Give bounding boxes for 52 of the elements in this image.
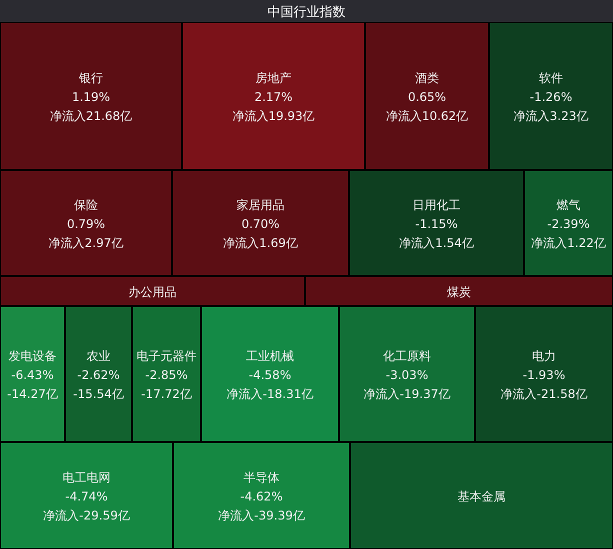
data-label: 净流入10.62亿 (386, 109, 468, 123)
category-label: 软件 (539, 71, 563, 85)
category-label: 房地产 (256, 71, 292, 85)
data-label: -15.54亿 (73, 387, 124, 401)
data-label: 净流入-18.31亿 (226, 387, 314, 401)
category-label: 化工原料 (383, 349, 431, 363)
data-label: -1.93% (522, 368, 566, 382)
data-label: -2.62% (77, 368, 120, 382)
data-label: -2.39% (547, 217, 590, 231)
data-label: 0.65% (408, 90, 446, 104)
data-label: -4.58% (248, 368, 292, 382)
category-label: 煤炭 (447, 285, 471, 299)
data-label: -14.27亿 (7, 387, 58, 401)
category-label: 日用化工 (412, 198, 460, 212)
data-label: -17.72亿 (141, 387, 192, 401)
category-label: 酒类 (415, 71, 439, 85)
category-label: 基本金属 (458, 490, 506, 504)
data-label: -6.43% (11, 368, 54, 382)
data-label: -1.15% (415, 217, 458, 231)
text: 中国行业指数 (268, 5, 346, 20)
data-label: 1.19% (72, 90, 110, 104)
category-label: 燃气 (556, 198, 580, 212)
data-label: -1.26% (530, 90, 572, 104)
data-label: 净流入1.22亿 (531, 236, 606, 250)
category-label: 家居用品 (236, 198, 284, 212)
data-label: 净流入-19.37亿 (364, 387, 450, 401)
data-label: 净流入1.69亿 (223, 236, 298, 250)
data-label: 净流入-39.39亿 (218, 508, 305, 522)
data-label: 净流入19.93亿 (232, 109, 315, 123)
category-label: 半导体 (244, 470, 280, 484)
data-label: 0.79% (66, 217, 106, 231)
data-label: -4.62% (240, 490, 283, 504)
category-label: 办公用品 (128, 285, 176, 299)
data-label: 净流入-21.58亿 (500, 387, 588, 401)
data-label: 净流入1.54亿 (399, 236, 474, 250)
category-label: 银行 (78, 71, 103, 85)
data-label: -2.85% (145, 368, 188, 382)
category-label: 发电设备 (8, 349, 56, 363)
data-label: 2.17% (254, 90, 293, 104)
data-label: 净流入3.23亿 (514, 109, 588, 123)
data-label: 净流入-29.59亿 (43, 508, 130, 522)
category-label: 电工电网 (62, 470, 110, 484)
category-label: 农业 (86, 349, 110, 363)
data-label: -3.03% (386, 368, 428, 382)
category-label: 工业机械 (246, 349, 294, 363)
data-label: 净流入2.97亿 (48, 236, 124, 250)
category-label: 保险 (74, 198, 98, 212)
category-label: 电子元器件 (136, 349, 196, 363)
category-label: 电力 (532, 349, 556, 363)
data-label: -4.74% (65, 490, 108, 504)
data-label: 0.70% (241, 217, 280, 231)
data-label: 净流入21.68亿 (50, 109, 132, 123)
